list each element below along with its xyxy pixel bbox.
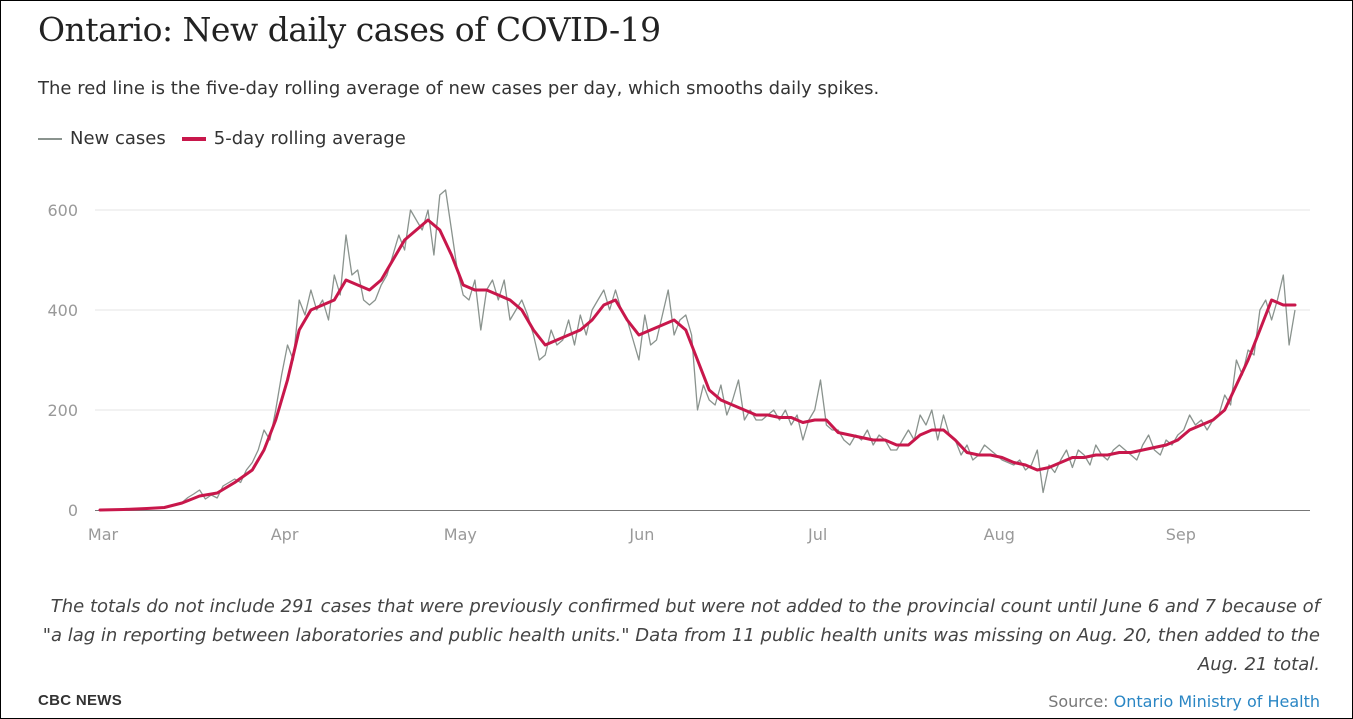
- series-line-rolling-average: [98, 218, 1297, 512]
- x-tick-label: Aug: [984, 525, 1015, 544]
- chart-title: Ontario: New daily cases of COVID-19: [38, 10, 661, 49]
- legend-swatch-rolling-average: [181, 136, 206, 141]
- source-link[interactable]: Ontario Ministry of Health: [1113, 692, 1320, 711]
- chart-subtitle: The red line is the five-day rolling ave…: [38, 78, 880, 99]
- source-credit: Source: Ontario Ministry of Health: [1048, 692, 1320, 711]
- grid-layer: [95, 209, 1310, 411]
- footnote: The totals do not include 291 cases that…: [42, 596, 1320, 675]
- chart-legend: New cases 5-day rolling average: [38, 128, 422, 149]
- brand-logo: CBC NEWS: [38, 692, 123, 709]
- y-tick-label: 600: [47, 201, 78, 220]
- legend-label-rolling-average: 5-day rolling average: [213, 128, 406, 149]
- y-axis-ticks: 0 200 400 600: [47, 201, 78, 520]
- legend-label-new-cases: New cases: [70, 128, 166, 149]
- legend-item-new-cases[interactable]: New cases: [38, 128, 166, 149]
- x-tick-label: Mar: [88, 525, 119, 544]
- x-axis-ticks: Mar Apr May Jun Jul Aug Sep: [88, 525, 1196, 544]
- x-tick-label: May: [444, 525, 477, 544]
- legend-item-rolling-average[interactable]: 5-day rolling average: [181, 128, 406, 149]
- y-tick-label: 400: [47, 301, 78, 320]
- y-tick-label: 0: [68, 501, 78, 520]
- y-tick-label: 200: [47, 401, 78, 420]
- x-tick-label: Jun: [628, 525, 654, 544]
- x-tick-label: Sep: [1166, 525, 1196, 544]
- series-line-new-cases: [99, 189, 1296, 511]
- legend-swatch-new-cases: [38, 137, 62, 140]
- x-tick-label: Jul: [807, 525, 827, 544]
- source-label: Source:: [1048, 692, 1114, 711]
- line-chart: 0 200 400 600 Mar Apr May Jun Jul Aug Sep: [47, 189, 1310, 544]
- x-tick-label: Apr: [271, 525, 299, 544]
